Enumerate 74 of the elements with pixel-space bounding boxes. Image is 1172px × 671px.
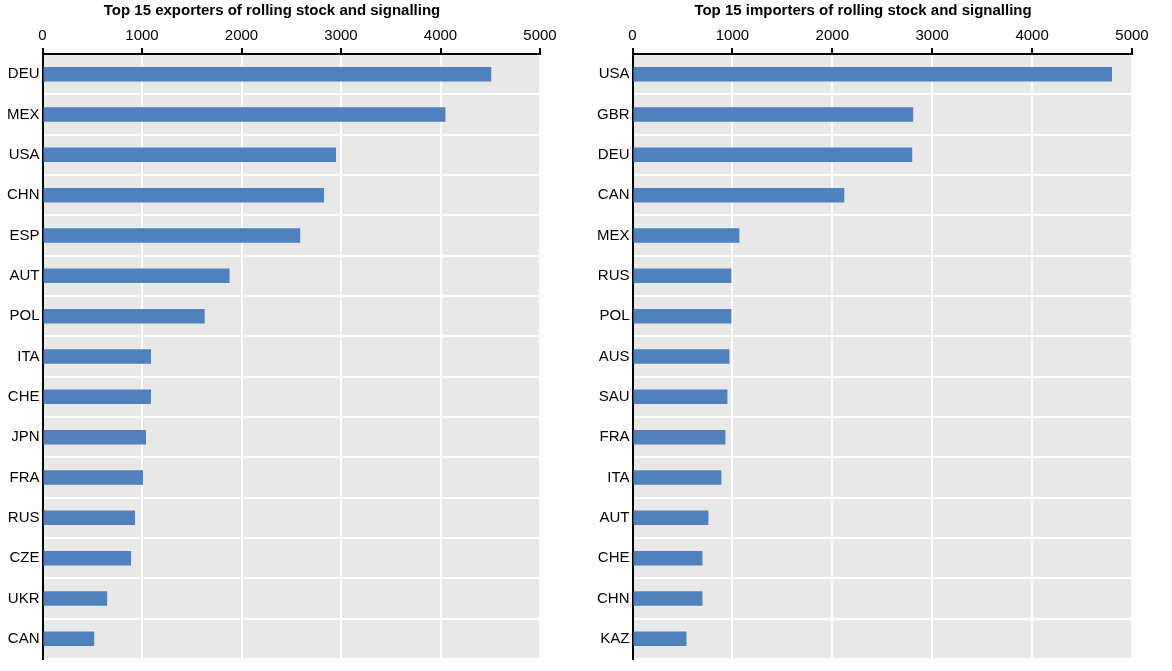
y-tick-label: ITA bbox=[17, 346, 40, 364]
bar bbox=[633, 591, 703, 606]
x-tick-label: 3000 bbox=[915, 26, 949, 44]
x-tick-label: 2000 bbox=[815, 26, 849, 44]
bar bbox=[43, 187, 325, 203]
bar bbox=[633, 349, 730, 364]
y-tick-label: AUS bbox=[598, 346, 630, 364]
y-tick-label: ITA bbox=[607, 467, 630, 485]
y-tick-label: POL bbox=[9, 306, 40, 324]
bar bbox=[633, 147, 913, 163]
bar bbox=[43, 470, 143, 485]
y-tick-label: RUS bbox=[7, 507, 40, 525]
y-tick-label: CHE bbox=[597, 548, 630, 566]
bar bbox=[633, 550, 703, 566]
chart-title: Top 15 importers of rolling stock and signalling bbox=[694, 1, 1032, 19]
bar bbox=[43, 147, 337, 163]
bar bbox=[633, 470, 722, 485]
bar bbox=[633, 107, 914, 122]
y-tick-label: CZE bbox=[9, 548, 40, 566]
y-tick-label: CHN bbox=[597, 588, 630, 606]
bar bbox=[43, 349, 151, 364]
bar bbox=[633, 228, 740, 243]
y-tick-label: USA bbox=[8, 144, 40, 162]
y-tick-label: POL bbox=[599, 306, 630, 324]
y-tick-label: GBR bbox=[596, 104, 630, 122]
bar bbox=[633, 187, 845, 203]
x-tick-label: 5000 bbox=[523, 26, 557, 44]
bar bbox=[43, 107, 446, 122]
bar bbox=[633, 268, 732, 284]
bar bbox=[43, 389, 151, 405]
y-tick-label: RUS bbox=[597, 265, 630, 283]
x-tick-label: 0 bbox=[628, 26, 637, 44]
bar bbox=[43, 550, 132, 566]
bar bbox=[633, 308, 732, 324]
x-tick-label: 1000 bbox=[125, 26, 159, 44]
y-tick-label: DEU bbox=[597, 144, 630, 162]
bar bbox=[633, 510, 709, 526]
y-tick-label: FRA bbox=[9, 467, 40, 485]
y-tick-label: CHN bbox=[7, 185, 40, 203]
bar bbox=[43, 268, 230, 284]
x-tick-label: 5000 bbox=[1115, 26, 1149, 44]
x-tick-label: 4000 bbox=[423, 26, 458, 44]
bar bbox=[43, 510, 136, 526]
y-tick-label: SAU bbox=[598, 386, 630, 404]
y-tick-label: AUT bbox=[9, 265, 40, 283]
y-tick-label: ESP bbox=[9, 225, 40, 243]
x-tick-label: 0 bbox=[38, 26, 47, 44]
y-tick-label: KAZ bbox=[600, 628, 630, 646]
y-tick-label: AUT bbox=[599, 507, 630, 525]
bar bbox=[43, 429, 146, 445]
bar bbox=[633, 66, 1113, 82]
y-tick-label: UKR bbox=[7, 588, 40, 606]
y-tick-label: CAN bbox=[597, 185, 630, 203]
y-tick-label: FRA bbox=[599, 427, 630, 445]
y-tick-label: DEU bbox=[7, 64, 40, 82]
bar bbox=[43, 631, 95, 647]
x-tick-label: 2000 bbox=[224, 26, 259, 44]
y-tick-label: JPN bbox=[11, 427, 40, 445]
y-tick-label: MEX bbox=[6, 104, 40, 122]
bar bbox=[633, 389, 728, 405]
y-tick-label: USA bbox=[598, 64, 630, 82]
y-tick-label: CAN bbox=[7, 628, 40, 646]
bar bbox=[43, 308, 205, 324]
bar bbox=[633, 429, 726, 445]
x-tick-label: 4000 bbox=[1015, 26, 1049, 44]
y-tick-label: MEX bbox=[596, 225, 630, 243]
bar bbox=[43, 66, 492, 82]
y-tick-label: CHE bbox=[7, 386, 40, 404]
bar bbox=[633, 631, 687, 647]
x-tick-label: 3000 bbox=[324, 26, 358, 44]
x-tick-label: 1000 bbox=[715, 26, 750, 44]
bar bbox=[43, 228, 301, 243]
bar bbox=[43, 591, 108, 606]
chart-title: Top 15 exporters of rolling stock and signalling bbox=[103, 1, 441, 19]
